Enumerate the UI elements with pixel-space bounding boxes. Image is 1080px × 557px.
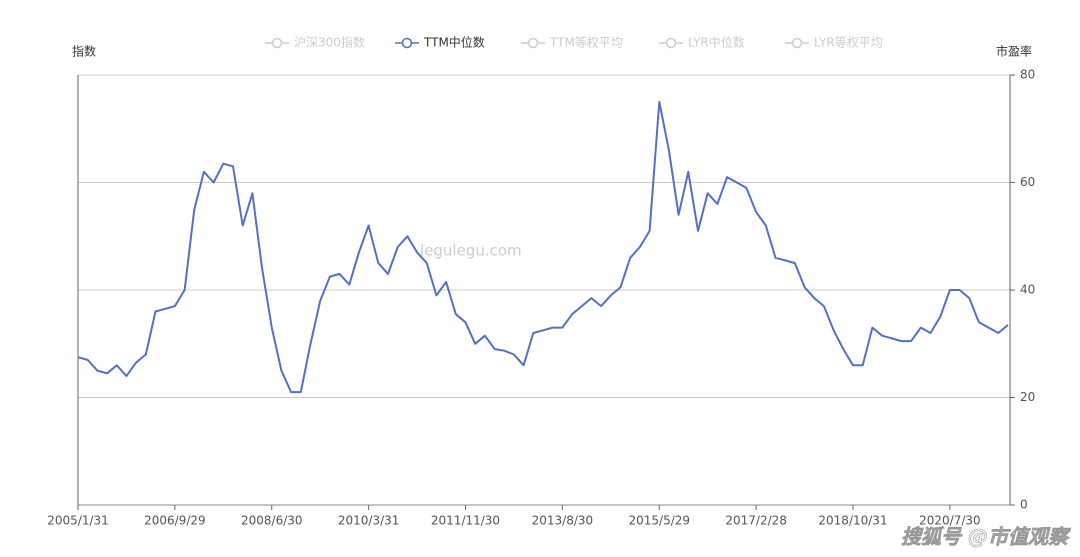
legend-text: 沪深300指数: [294, 35, 365, 50]
legend-marker: [791, 37, 803, 49]
x-tick-label: 2020/7/30: [919, 514, 981, 528]
x-tick-label: 2005/1/31: [47, 514, 109, 528]
y2-tick-label: 80: [1020, 68, 1035, 82]
legend-text: LYR等权平均: [814, 36, 883, 50]
x-tick-label: 2013/8/30: [532, 514, 594, 528]
legend-marker: [527, 37, 539, 49]
legend-marker: [401, 37, 413, 49]
x-tick-label: 2015/5/29: [628, 514, 690, 528]
legend-marker: [665, 37, 677, 49]
data-line: [77, 100, 1009, 394]
watermark: legulegu.com: [420, 242, 522, 260]
legend-text: LYR中位数: [688, 35, 745, 50]
legend-text: TTM中位数: [423, 35, 485, 50]
y2-tick-label: 40: [1020, 283, 1035, 297]
x-tick-label: 2010/3/31: [338, 514, 400, 528]
legend-marker: [271, 37, 283, 49]
y2-tick-label: 0: [1020, 498, 1028, 512]
x-tick-label: 2008/6/30: [241, 514, 303, 528]
y2-tick-label: 60: [1020, 175, 1035, 189]
x-tick-label: 2011/11/30: [431, 514, 500, 528]
source-mark: 搜狐号 @市值观察: [901, 525, 1071, 549]
y2-tick-label: 20: [1020, 390, 1035, 404]
x-tick-label: 2006/9/29: [144, 514, 206, 528]
y2-axis-label: 市盈率: [996, 44, 1032, 59]
y-axis-label: 指数: [72, 44, 96, 59]
x-tick-label: 2017/2/28: [725, 514, 787, 528]
legend-text: TTM等权平均: [549, 36, 623, 50]
x-tick-label: 2018/10/31: [818, 514, 887, 528]
